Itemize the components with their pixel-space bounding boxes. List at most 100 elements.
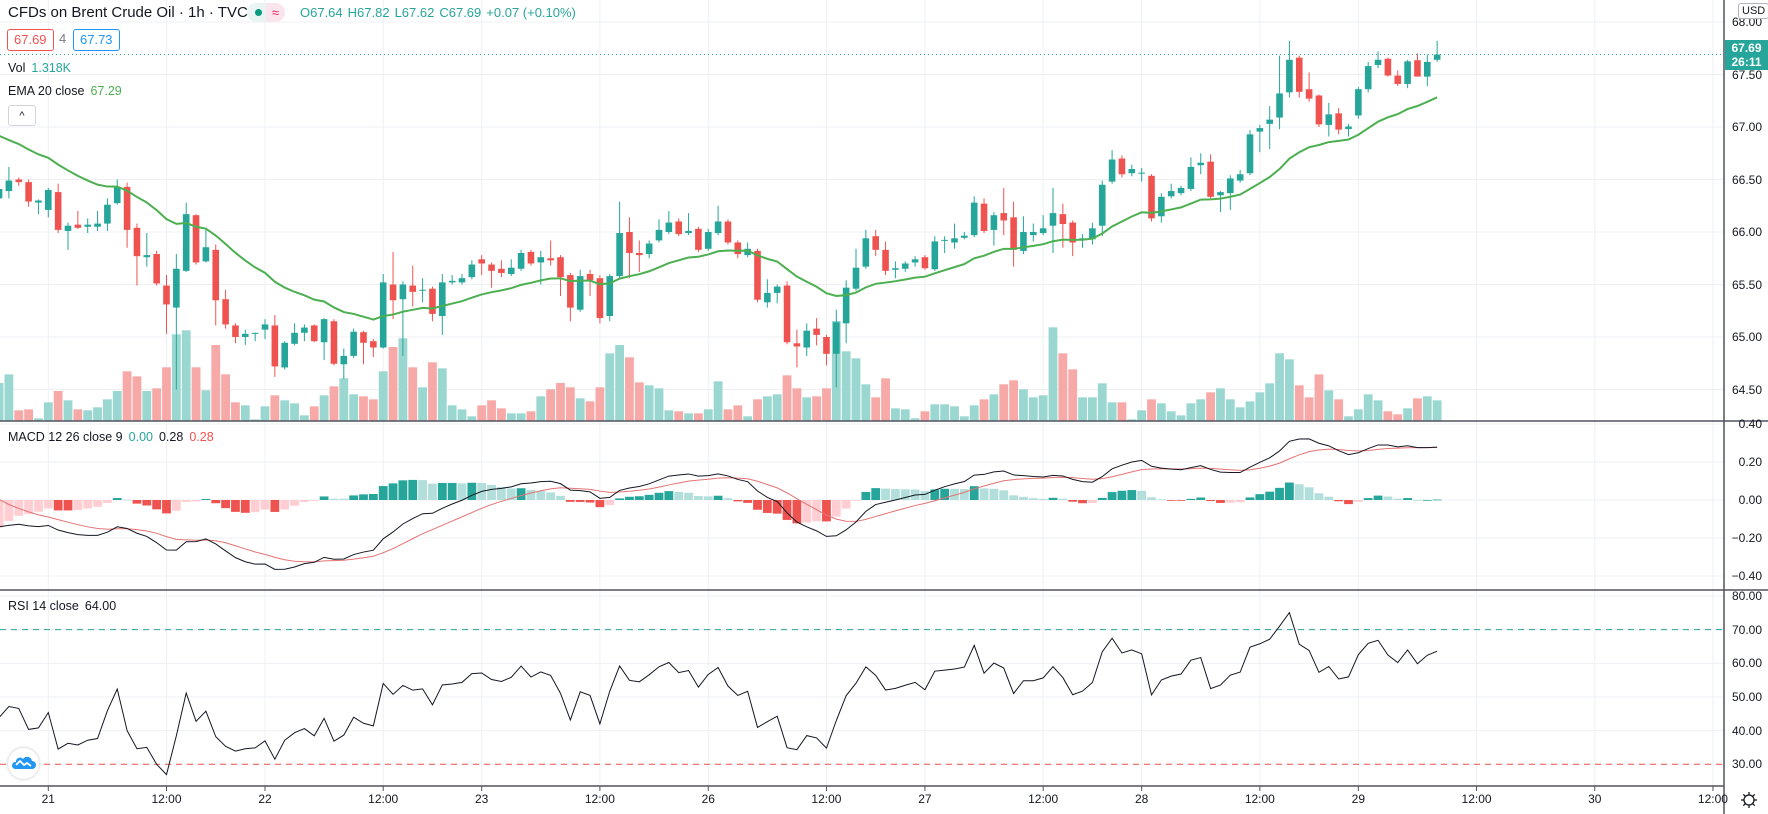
volume-bar [881, 378, 890, 421]
volume-bar [1058, 353, 1068, 421]
volume-bar [1413, 398, 1422, 421]
volume-bar [1255, 392, 1265, 421]
time-axis-label: 12:00 [151, 792, 182, 806]
candle-up [1039, 228, 1047, 234]
candle-up [931, 241, 939, 270]
sell-price-button[interactable]: 67.69 [7, 29, 54, 51]
macd-histogram-bar [1373, 495, 1383, 500]
candle-up [901, 263, 909, 269]
market-status-pill[interactable]: ≈ [247, 3, 285, 22]
bar-countdown: 26:11 [1731, 55, 1762, 69]
candle-up [1404, 61, 1411, 84]
macd-histogram-bar [408, 479, 418, 500]
candle-up [291, 332, 298, 344]
approx-icon: ≈ [266, 3, 285, 22]
macd-histogram-bar [1019, 496, 1028, 500]
candle-up [833, 322, 840, 354]
volume-bar [191, 367, 201, 421]
candle-down [54, 192, 62, 230]
macd-histogram-bar [989, 488, 999, 500]
ema-legend[interactable]: EMA 20 close 67.29 [8, 84, 122, 98]
macd-legend[interactable]: MACD 12 26 close 9 0.00 0.28 0.28 [8, 430, 214, 444]
volume-bar [1078, 397, 1087, 421]
macd-histogram-bar [536, 490, 546, 500]
volume-bar [339, 378, 349, 421]
candle-up [1325, 114, 1333, 125]
buy-price-button[interactable]: 67.73 [73, 29, 120, 51]
macd-histogram-bar [1294, 484, 1304, 500]
chart-settings-gear-icon[interactable] [1740, 791, 1758, 809]
volume-bar [1353, 409, 1363, 421]
candle-up [350, 331, 357, 356]
volume-bar [733, 405, 743, 421]
time-axis-label: 12:00 [1697, 792, 1728, 806]
volume-bar [201, 390, 211, 421]
volume-bar [329, 386, 339, 421]
currency-button[interactable]: USD [1738, 3, 1768, 19]
ema-legend-label: EMA 20 close [8, 84, 85, 98]
volume-bar [684, 413, 693, 421]
macd-legend-label: MACD 12 26 close 9 [8, 430, 123, 444]
volume-legend[interactable]: Vol 1.318K [8, 61, 71, 75]
volume-bar [1393, 414, 1403, 421]
volume-bar [516, 413, 526, 421]
macd-histogram-bar [1245, 497, 1255, 500]
volume-bar [546, 389, 556, 421]
time-axis-label: 28 [1134, 792, 1149, 806]
macd-histogram-bar [1216, 500, 1225, 503]
volume-bar [723, 409, 733, 421]
candle-up [1236, 174, 1244, 181]
candle-down [547, 258, 554, 261]
macd-histogram-bar [398, 480, 408, 500]
volume-bar [1156, 403, 1166, 421]
time-axis-label: 21 [41, 792, 55, 806]
candle-up [852, 267, 860, 289]
macd-histogram-bar [93, 500, 102, 507]
candle-down [212, 249, 220, 301]
candle-up [892, 268, 899, 270]
macd-histogram-bar [733, 500, 743, 502]
candle-up [1187, 166, 1195, 189]
macd-histogram-bar [487, 484, 496, 500]
candle-up [379, 282, 387, 348]
candle-up [704, 232, 712, 249]
volume-bar [162, 367, 171, 421]
volume-bar [63, 400, 73, 421]
tradingview-logo[interactable] [8, 748, 39, 779]
macd-histogram-bar [359, 494, 368, 500]
macd-histogram-bar [1324, 496, 1334, 500]
macd-histogram-bar [83, 500, 93, 509]
volume-bar [132, 376, 142, 421]
volume-bar [703, 409, 713, 421]
rsi-legend[interactable]: RSI 14 close 64.00 [8, 599, 116, 613]
time-axis-label: 27 [918, 792, 932, 806]
candle-up [173, 268, 180, 308]
volume-bar [1314, 374, 1324, 421]
candle-down [734, 242, 742, 255]
candle-up [576, 276, 584, 310]
volume-bar [211, 344, 221, 421]
volume-bar [1127, 419, 1137, 421]
macd-histogram-bar [565, 500, 575, 502]
volume-bar [43, 402, 53, 421]
collapse-legend-button[interactable]: ^ [8, 105, 36, 126]
macd-histogram-bar [467, 482, 477, 500]
candle-down [586, 274, 594, 281]
candle-down [980, 203, 988, 231]
macd-histogram-bar [43, 500, 53, 509]
candle-up [202, 247, 210, 262]
high-value: H67.82 [347, 5, 390, 20]
symbol-title[interactable]: CFDs on Brent Crude Oil · 1h · TVC [8, 4, 248, 21]
candle-up [764, 292, 771, 303]
candle-up [1266, 119, 1273, 124]
macd-histogram-bar [822, 500, 831, 522]
macd-histogram-bar [1147, 497, 1156, 500]
volume-bar [900, 409, 910, 421]
macd-histogram-bar [1186, 498, 1196, 500]
macd-histogram-bar [497, 487, 506, 500]
candle-up [1049, 213, 1057, 226]
volume-bar [861, 384, 871, 421]
macd-histogram-bar [1196, 497, 1206, 500]
volume-bar [979, 399, 989, 421]
